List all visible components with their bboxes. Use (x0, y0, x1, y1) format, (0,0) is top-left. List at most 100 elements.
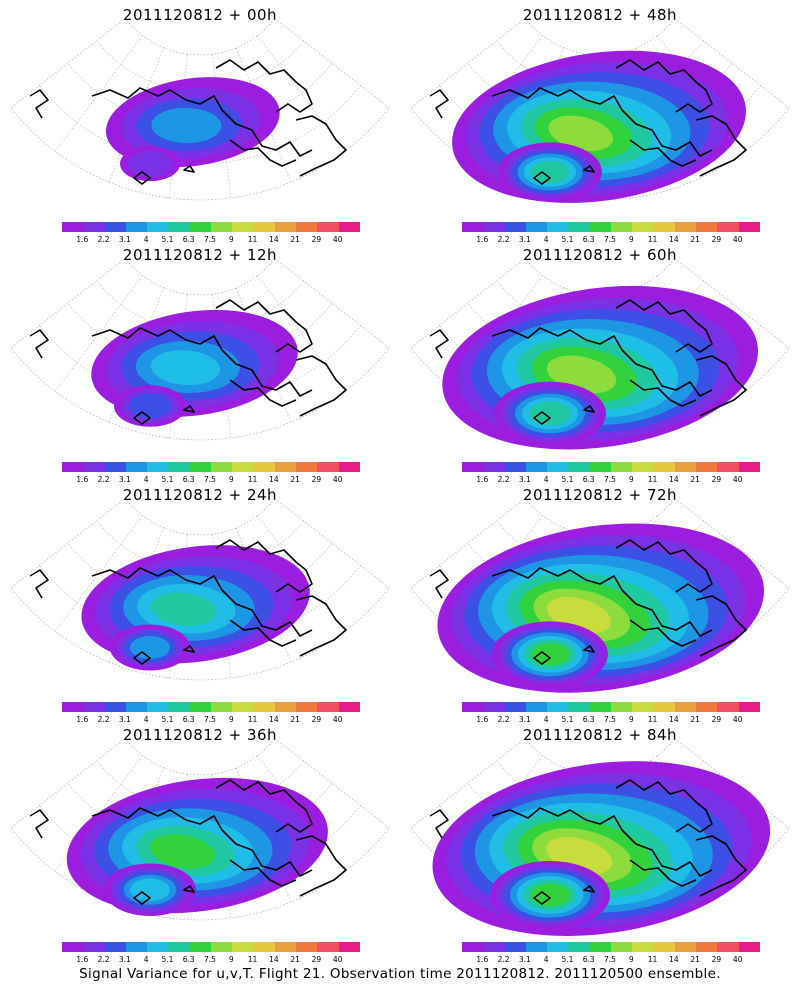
coastline (91, 327, 313, 397)
colorbar-swatch (338, 222, 360, 232)
colorbar-swatch (189, 702, 211, 712)
colorbar-swatch (568, 462, 590, 472)
colorbar-tick-label: 7.5 (604, 235, 616, 244)
colorbar-swatch (547, 702, 569, 712)
colorbar-swatch (232, 222, 254, 232)
colorbar-swatch (168, 702, 190, 712)
colorbar-swatch (168, 222, 190, 232)
colorbar-swatch (253, 942, 275, 952)
colorbar-swatch (717, 702, 739, 712)
colorbar-swatch (717, 222, 739, 232)
colorbar-swatch (125, 702, 148, 712)
colorbar-swatch (738, 462, 760, 472)
variance-field (105, 77, 280, 182)
coastline (695, 835, 747, 897)
map-panel: 2011120812 + 12h 1.6 2.2 3.1 4 5.1 6.3 7.5 9 11 14… (0, 240, 400, 490)
colorbar (62, 222, 360, 232)
colorbar-tick-label: 7.5 (204, 955, 216, 964)
colorbar-swatch (125, 462, 148, 472)
coastline (133, 411, 151, 425)
colorbar-tick-label: 3.1 (118, 955, 131, 964)
colorbar-swatch (525, 702, 548, 712)
variance-contour (529, 401, 571, 426)
coastline (29, 569, 49, 599)
colorbar-swatch (504, 942, 526, 952)
colorbar-swatch (253, 222, 275, 232)
variance-contour (127, 150, 173, 177)
colorbar-tick-label: 21 (690, 715, 700, 724)
colorbar-labels: 1.6 2.2 3.1 4 5.1 6.3 7.5 9 11 14 21 29 40 (54, 235, 374, 245)
colorbar-tick-label: 3.1 (118, 235, 131, 244)
coastline (695, 115, 747, 177)
colorbar-tick-label: 2.2 (497, 235, 510, 244)
colorbar-swatch (483, 942, 505, 952)
coastline (183, 165, 195, 173)
colorbar-tick-label: 40 (732, 715, 743, 724)
colorbar-tick-label: 2.2 (497, 955, 510, 964)
colorbar-swatch (317, 942, 339, 952)
map-panel: 2011120812 + 84h 1.6 2.2 3.1 4 5.1 6.3 7.5 9 11 14… (400, 720, 800, 970)
colorbar-tick-label: 2.2 (97, 235, 110, 244)
colorbar-swatch (253, 702, 275, 712)
colorbar-swatch (674, 702, 697, 712)
colorbar (462, 222, 760, 232)
panel-title: 2011120812 + 12h (122, 246, 278, 264)
coastline (295, 835, 347, 897)
map-panel: 2011120812 + 72h 1.6 2.2 3.1 4 5.1 6.3 7.5 9 11 14… (400, 480, 800, 730)
colorbar-swatch (462, 942, 484, 952)
colorbar-tick-label: 9 (628, 235, 634, 244)
colorbar (462, 942, 760, 952)
coastline (229, 619, 297, 647)
colorbar-tick-label: 3.1 (118, 715, 131, 724)
colorbar-swatch (717, 462, 739, 472)
variance-contour (530, 883, 570, 907)
variance-contour (530, 160, 570, 184)
colorbar-swatch (232, 942, 254, 952)
colorbar-tick-label: 7.5 (204, 475, 216, 484)
colorbar-tick-label: 6.3 (182, 475, 195, 484)
panel-title: 2011120812 + 84h (522, 726, 678, 744)
colorbar-swatch (738, 702, 760, 712)
colorbar-swatch (610, 462, 633, 472)
colorbar-tick-label: 40 (732, 475, 743, 484)
colorbar-swatch (274, 222, 297, 232)
colorbar-swatch (696, 462, 718, 472)
colorbar-swatch (696, 222, 718, 232)
coastline (133, 891, 151, 905)
map-plot (410, 738, 790, 936)
colorbar-labels: 1.6 2.2 3.1 4 5.1 6.3 7.5 9 11 14 21 29 40 (54, 475, 374, 485)
colorbar-tick-label: 21 (290, 715, 300, 724)
colorbar-swatch (547, 942, 569, 952)
colorbar-tick-label: 9 (628, 715, 634, 724)
colorbar-swatch (104, 222, 126, 232)
colorbar-tick-label: 21 (290, 955, 300, 964)
colorbar-labels: 1.6 2.2 3.1 4 5.1 6.3 7.5 9 11 14 21 29 40 (454, 475, 774, 485)
colorbar-tick-label: 1.6 (476, 955, 489, 964)
colorbar-tick-label: 3.1 (518, 715, 531, 724)
colorbar-tick-label: 40 (332, 475, 343, 484)
colorbar-swatch (147, 942, 169, 952)
colorbar-swatch (483, 702, 505, 712)
coastline (533, 411, 551, 425)
colorbar-swatch (210, 222, 233, 232)
coastline (215, 299, 313, 353)
colorbar-swatch (210, 462, 233, 472)
coastline (91, 807, 313, 877)
colorbar-tick-label: 9 (228, 235, 234, 244)
variance-contour (150, 350, 221, 386)
variance-contour (149, 834, 215, 869)
colorbar-swatch (125, 942, 148, 952)
colorbar-swatch (296, 462, 318, 472)
colorbar-tick-label: 7.5 (604, 715, 616, 724)
coastline (533, 651, 551, 665)
colorbar-swatch (317, 462, 339, 472)
variance-field (432, 761, 771, 936)
colorbar-tick-label: 11 (647, 955, 658, 964)
colorbar-tick-label: 21 (290, 475, 300, 484)
coastline (615, 299, 713, 353)
colorbar-swatch (525, 222, 548, 232)
colorbar-swatch (568, 702, 590, 712)
map-panel: 2011120812 + 36h 1.6 2.2 3.1 4 5.1 6.3 7.5 9 11 14… (0, 720, 400, 970)
coastline (215, 539, 313, 593)
colorbar-tick-label: 14 (269, 235, 279, 244)
